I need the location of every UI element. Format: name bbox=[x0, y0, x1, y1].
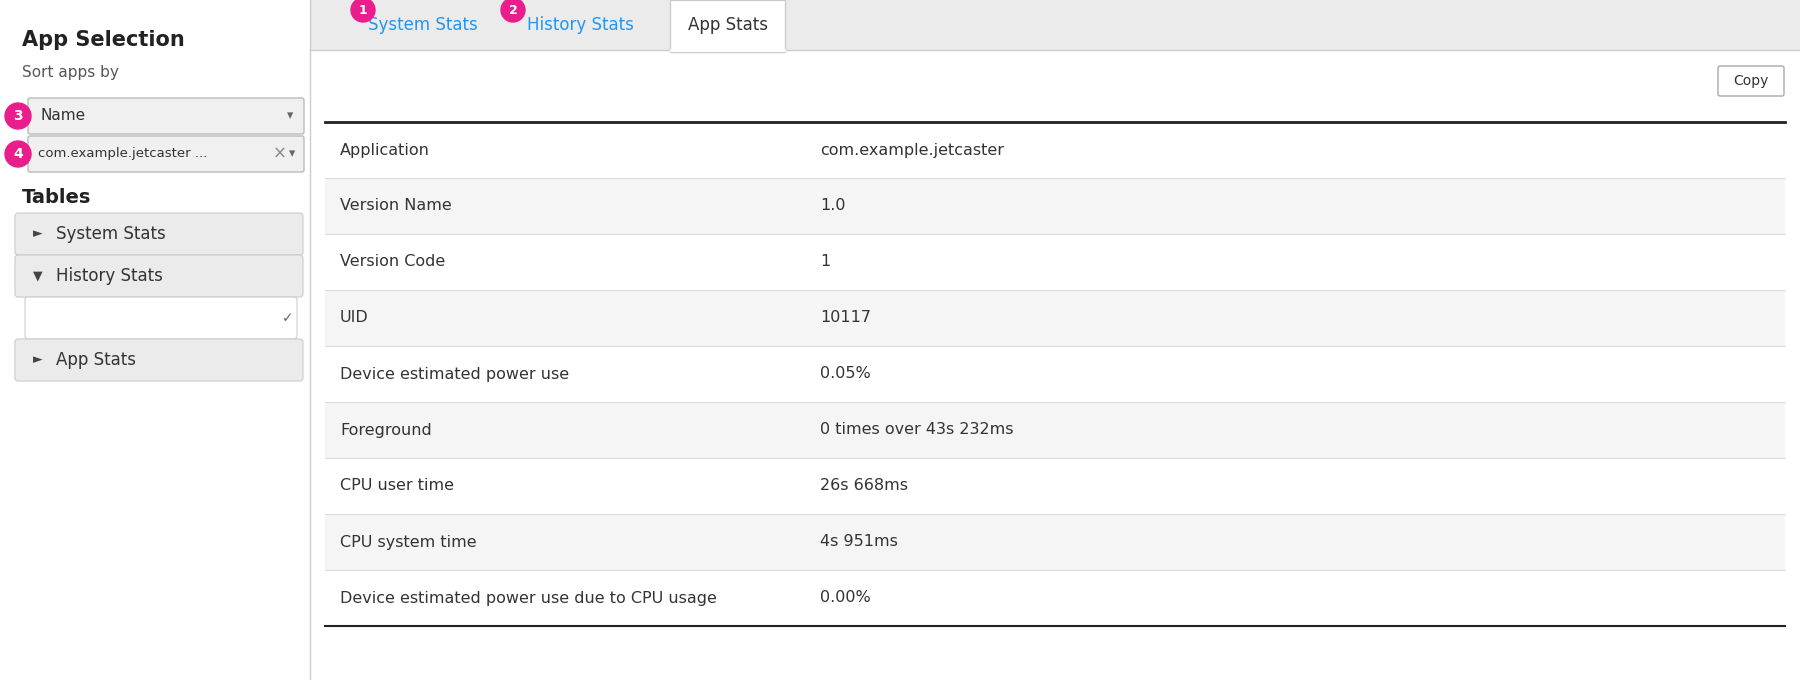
FancyBboxPatch shape bbox=[310, 50, 1800, 680]
Text: App Stats: App Stats bbox=[688, 16, 767, 34]
Text: 26s 668ms: 26s 668ms bbox=[821, 479, 907, 494]
Text: Sort apps by: Sort apps by bbox=[22, 65, 119, 80]
Text: ►: ► bbox=[32, 228, 43, 241]
Text: System Stats: System Stats bbox=[367, 16, 477, 34]
FancyBboxPatch shape bbox=[1717, 66, 1784, 96]
Text: 2: 2 bbox=[509, 3, 517, 16]
Text: CPU system time: CPU system time bbox=[340, 534, 477, 549]
Text: ×: × bbox=[274, 145, 286, 163]
FancyBboxPatch shape bbox=[326, 458, 1786, 514]
FancyBboxPatch shape bbox=[326, 514, 1786, 570]
FancyBboxPatch shape bbox=[14, 213, 302, 255]
Text: ▾: ▾ bbox=[286, 109, 293, 122]
Text: Device estimated power use: Device estimated power use bbox=[340, 367, 569, 381]
Text: com.example.jetcaster: com.example.jetcaster bbox=[821, 143, 1004, 158]
FancyBboxPatch shape bbox=[326, 234, 1786, 290]
Text: ▼: ▼ bbox=[32, 269, 43, 282]
Text: Name: Name bbox=[40, 109, 85, 124]
FancyBboxPatch shape bbox=[670, 0, 785, 52]
FancyBboxPatch shape bbox=[326, 290, 1786, 346]
Text: 0.05%: 0.05% bbox=[821, 367, 871, 381]
Text: 0.00%: 0.00% bbox=[821, 590, 871, 605]
FancyBboxPatch shape bbox=[326, 570, 1786, 626]
Text: 4: 4 bbox=[13, 147, 23, 161]
Text: UID: UID bbox=[340, 311, 369, 326]
Text: 10117: 10117 bbox=[821, 311, 871, 326]
Text: Tables: Tables bbox=[22, 188, 92, 207]
Text: History Stats: History Stats bbox=[56, 267, 162, 285]
Text: 1: 1 bbox=[358, 3, 367, 16]
Text: Application: Application bbox=[340, 143, 430, 158]
Text: CPU user time: CPU user time bbox=[340, 479, 454, 494]
Text: App Stats: App Stats bbox=[56, 351, 137, 369]
Text: Foreground: Foreground bbox=[340, 422, 432, 437]
Text: Copy: Copy bbox=[1733, 74, 1769, 88]
Circle shape bbox=[500, 0, 526, 22]
Circle shape bbox=[351, 0, 374, 22]
Text: App Selection: App Selection bbox=[22, 30, 185, 50]
Text: Version Code: Version Code bbox=[340, 254, 445, 269]
FancyBboxPatch shape bbox=[14, 255, 302, 297]
FancyBboxPatch shape bbox=[310, 0, 1800, 50]
Text: ►: ► bbox=[32, 354, 43, 367]
FancyBboxPatch shape bbox=[326, 178, 1786, 234]
Text: System Stats: System Stats bbox=[56, 225, 166, 243]
FancyBboxPatch shape bbox=[0, 0, 310, 680]
FancyBboxPatch shape bbox=[326, 122, 1786, 178]
Text: Device estimated power use due to CPU usage: Device estimated power use due to CPU us… bbox=[340, 590, 716, 605]
Circle shape bbox=[5, 141, 31, 167]
Text: ✓: ✓ bbox=[283, 311, 293, 325]
Circle shape bbox=[5, 103, 31, 129]
FancyBboxPatch shape bbox=[14, 339, 302, 381]
FancyBboxPatch shape bbox=[310, 0, 1800, 680]
Text: com.example.jetcaster ...: com.example.jetcaster ... bbox=[38, 148, 207, 160]
Text: 1.0: 1.0 bbox=[821, 199, 846, 214]
Text: Version Name: Version Name bbox=[340, 199, 452, 214]
Text: 1: 1 bbox=[821, 254, 830, 269]
FancyBboxPatch shape bbox=[29, 98, 304, 134]
FancyBboxPatch shape bbox=[326, 346, 1786, 402]
Text: 3: 3 bbox=[13, 109, 23, 123]
FancyBboxPatch shape bbox=[29, 136, 304, 172]
Text: ▾: ▾ bbox=[288, 148, 295, 160]
Text: 4s 951ms: 4s 951ms bbox=[821, 534, 898, 549]
FancyBboxPatch shape bbox=[326, 402, 1786, 458]
FancyBboxPatch shape bbox=[25, 297, 297, 339]
Text: 0 times over 43s 232ms: 0 times over 43s 232ms bbox=[821, 422, 1013, 437]
Text: History Stats: History Stats bbox=[527, 16, 634, 34]
